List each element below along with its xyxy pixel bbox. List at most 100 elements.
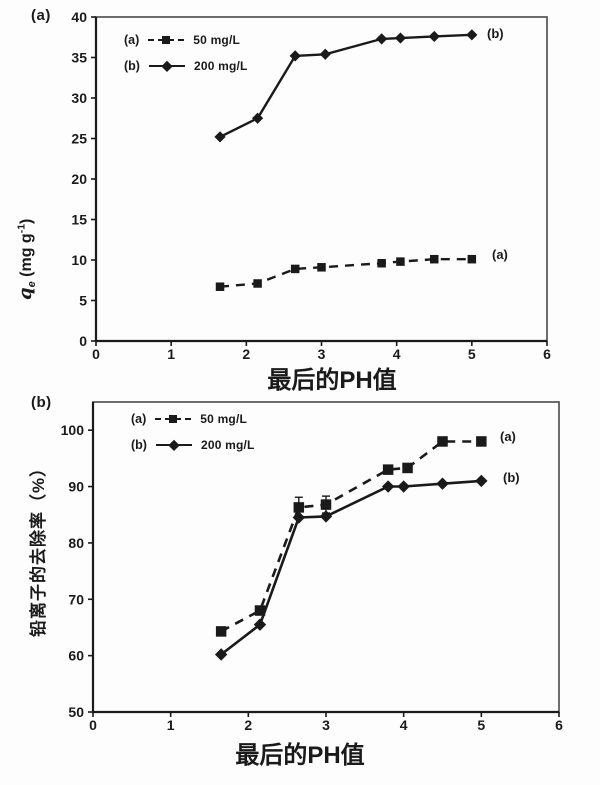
series-50mgl-end-label: (a) — [492, 247, 508, 262]
legend-label: 50 mg/L — [200, 412, 248, 426]
marker-diamond — [214, 131, 226, 143]
y-axis-units-close: ) — [18, 218, 35, 224]
square-marker-icon — [169, 414, 178, 423]
marker-square — [382, 464, 394, 475]
x-tick-label: 5 — [468, 346, 476, 362]
series-line-solid — [220, 479, 482, 656]
y-tick-label: 80 — [68, 535, 84, 551]
marker-diamond — [289, 50, 301, 62]
y-tick-label: 0 — [79, 333, 87, 349]
chart-a-y-axis-title: qe (mg g-1) — [15, 219, 38, 300]
y-tick-label: 90 — [68, 479, 84, 495]
y-axis-units-exponent: -1 — [15, 223, 28, 234]
marker-square — [437, 436, 448, 447]
x-tick-label: 1 — [167, 346, 175, 362]
legend-label: 200 mg/L — [200, 438, 255, 452]
legend-row-200mgl: (b) 200 mg/L — [124, 59, 248, 73]
marker-diamond — [466, 29, 478, 41]
series-200-mg-L — [214, 29, 478, 143]
panel-a-label: (a) — [31, 7, 51, 24]
chart-b-x-axis-title: 最后的PH值 — [235, 742, 365, 769]
y-tick-label: 100 — [61, 422, 85, 438]
series-200-mg-L — [214, 474, 488, 661]
marker-square — [290, 264, 300, 274]
y-tick-label: 40 — [71, 9, 87, 25]
x-tick-label: 0 — [92, 346, 100, 362]
marker-diamond — [319, 48, 331, 60]
y-tick-label: 60 — [68, 648, 84, 664]
marker-square — [317, 263, 326, 272]
marker-square — [476, 436, 487, 447]
y-tick-label: 10 — [71, 252, 87, 268]
y-axis-units: (mg g — [18, 233, 35, 282]
marker-diamond — [428, 30, 440, 43]
chart-b-plot: 0 1 2 3 4 5 6 50 60 70 80 90 100 — [61, 401, 563, 733]
series-line-solid — [219, 33, 472, 138]
y-tick-label: 5 — [79, 293, 87, 309]
y-tick-label: 25 — [71, 131, 87, 147]
solid-diamond-marker-icon — [148, 60, 185, 72]
legend-row-50mgl: (a) 50 mg/L — [124, 33, 248, 47]
marker-diamond — [252, 112, 264, 124]
legend-label: 200 mg/L — [193, 59, 248, 73]
marker-square — [402, 462, 413, 474]
square-marker-icon — [162, 35, 171, 44]
marker-diamond — [436, 477, 449, 490]
y-tick-label: 15 — [71, 212, 87, 228]
marker-square — [396, 257, 405, 266]
x-tick-label: 5 — [477, 717, 485, 733]
marker-square — [377, 258, 386, 268]
chart-a-plot: 0 1 2 3 4 5 6 0 5 10 15 20 25 30 35 40 — [71, 9, 551, 362]
series-50-mg-L — [215, 254, 477, 291]
legend-label: 50 mg/L — [193, 33, 241, 47]
legend-key: (b) — [124, 59, 140, 73]
x-tick-label: 3 — [318, 346, 326, 362]
legend-row-200mgl: (b) 200 mg/L — [131, 438, 255, 452]
marker-square — [253, 279, 262, 288]
diamond-marker-icon — [168, 439, 180, 450]
x-tick-label: 1 — [167, 717, 175, 733]
chart-a-legend: (a) 50 mg/L (b) 200 mg/L — [124, 33, 248, 73]
y-axis-symbol: q — [15, 287, 36, 300]
marker-square — [320, 499, 332, 510]
marker-diamond — [397, 480, 410, 493]
chart-b-panel: 0 1 2 3 4 5 6 50 60 70 80 90 100 (b) 铅离子的去除率（%） (a) … — [0, 390, 600, 785]
dashed-square-marker-icon — [155, 414, 192, 425]
marker-square — [254, 605, 266, 616]
marker-square — [430, 254, 439, 264]
chart-b-y-axis-title: 铅离子的去除率（%） — [29, 458, 48, 637]
legend-key: (a) — [131, 412, 147, 426]
marker-diamond — [376, 33, 388, 45]
x-tick-label: 2 — [242, 346, 250, 362]
chart-a-panel: 0 1 2 3 4 5 6 0 5 10 15 20 25 30 35 40 (a) qe (mg g-1) … — [0, 0, 600, 394]
y-tick-label: 30 — [71, 90, 87, 106]
dashed-square-marker-icon — [148, 35, 185, 46]
x-tick-label: 6 — [543, 346, 551, 362]
series-50-mg-L — [215, 436, 487, 637]
x-tick-label: 6 — [555, 717, 563, 733]
series-50mgl-end-label: (a) — [500, 429, 516, 444]
marker-diamond — [292, 511, 306, 524]
y-axis-symbol-subscript: e — [26, 281, 39, 288]
legend-key: (a) — [124, 33, 140, 47]
x-tick-label: 2 — [244, 717, 252, 733]
x-tick-label: 4 — [393, 346, 401, 362]
series-200mgl-end-label: (b) — [487, 26, 504, 41]
x-tick-label: 3 — [322, 717, 330, 733]
legend-row-50mgl: (a) 50 mg/L — [131, 412, 255, 426]
x-tick-label: 4 — [400, 717, 408, 733]
chart-a-x-axis-title: 最后的PH值 — [267, 367, 397, 394]
y-tick-label: 70 — [68, 591, 84, 607]
solid-diamond-marker-icon — [155, 439, 192, 451]
y-tick-label: 20 — [71, 171, 87, 187]
marker-square — [467, 254, 477, 264]
legend-key: (b) — [131, 438, 147, 452]
marker-square — [215, 282, 225, 291]
marker-diamond — [381, 480, 395, 493]
marker-diamond — [319, 510, 333, 523]
marker-square — [215, 626, 227, 637]
marker-diamond — [394, 32, 407, 44]
x-tick-label: 0 — [89, 717, 97, 733]
y-tick-label: 50 — [68, 704, 84, 720]
